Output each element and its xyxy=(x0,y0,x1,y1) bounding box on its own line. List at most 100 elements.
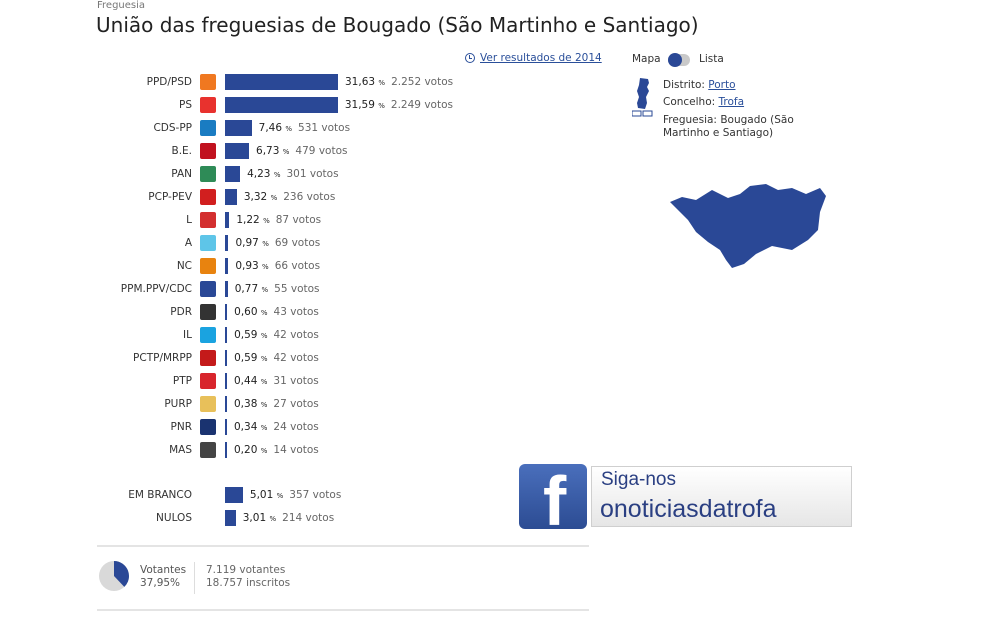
result-label: 0,20 % 14 votos xyxy=(234,443,319,458)
turnout-counts: 7.119 votantes 18.757 inscritos xyxy=(206,564,290,590)
result-bar[interactable] xyxy=(225,258,229,274)
result-bar[interactable] xyxy=(225,212,230,228)
percent-value: 0,59 xyxy=(234,352,258,364)
result-bar[interactable] xyxy=(225,487,243,503)
party-name: B.E. xyxy=(171,145,192,157)
registered-count: 18.757 inscritos xyxy=(206,577,291,589)
party-name: NULOS xyxy=(156,512,192,524)
percent-value: 0,97 xyxy=(235,237,259,249)
result-bar[interactable] xyxy=(225,419,227,435)
result-label: 0,38 % 27 votos xyxy=(234,397,319,412)
party-name: PS xyxy=(179,99,192,111)
votes-value: 531 xyxy=(298,122,319,134)
be-star-icon xyxy=(200,143,216,159)
percent-unit: % xyxy=(260,355,268,363)
parish-map[interactable] xyxy=(668,184,828,270)
ppm-ppv-icon xyxy=(200,281,216,297)
purp-icon xyxy=(200,396,216,412)
facebook-banner[interactable]: f Siga-nos onoticiasdatrofa xyxy=(519,464,852,536)
party-name: L xyxy=(186,214,192,226)
il-icon xyxy=(200,327,216,343)
result-label: 3,32 % 236 votos xyxy=(244,190,335,205)
result-bar[interactable] xyxy=(225,396,227,412)
party-name: MAS xyxy=(169,444,192,456)
party-name: IL xyxy=(183,329,192,341)
divider-bottom xyxy=(97,609,589,611)
turnout-summary: Votantes 37,95% xyxy=(140,564,186,590)
results-2014-link-wrap[interactable]: Ver resultados de 2014 xyxy=(465,52,602,64)
pcp-hammer-sickle-icon xyxy=(200,189,216,205)
breadcrumb: Freguesia xyxy=(97,0,146,11)
freguesia-value: Bougado (São Martinho e Santiago) xyxy=(663,114,794,139)
votes-value: 2.252 xyxy=(391,76,422,88)
percent-value: 3,32 xyxy=(243,191,268,203)
votes-value: 357 xyxy=(289,489,310,501)
result-bar[interactable] xyxy=(225,235,229,251)
percent-unit: % xyxy=(260,424,268,432)
result-bar[interactable] xyxy=(225,442,227,458)
concelho-link[interactable]: Trofa xyxy=(718,96,745,108)
votes-unit: votos xyxy=(309,168,339,180)
results-2014-link[interactable]: Ver resultados de 2014 xyxy=(480,52,602,64)
result-bar[interactable] xyxy=(225,120,252,136)
percent-unit: % xyxy=(378,79,386,87)
votes-value: 42 xyxy=(273,329,287,341)
result-label: 0,93 % 66 votos xyxy=(235,259,320,274)
percent-value: 31,63 xyxy=(345,76,376,88)
voters-count: 7.119 votantes xyxy=(206,564,286,576)
result-bar[interactable] xyxy=(225,189,237,205)
votes-unit: votos xyxy=(290,444,319,456)
result-bar[interactable] xyxy=(225,97,338,113)
party-name: EM BRANCO xyxy=(128,489,192,501)
info-distrito: Distrito: Porto xyxy=(663,79,736,91)
percent-value: 0,44 xyxy=(234,375,258,387)
result-bar[interactable] xyxy=(225,281,228,297)
result-bar[interactable] xyxy=(225,143,250,159)
ptp-swirl-icon xyxy=(200,373,216,389)
percent-value: 0,60 xyxy=(234,306,258,318)
facebook-line1: Siga-nos xyxy=(601,469,676,490)
map-list-toggle[interactable]: Mapa Lista xyxy=(632,53,724,67)
result-bar[interactable] xyxy=(225,327,228,343)
percent-unit: % xyxy=(262,263,269,271)
votes-unit: votos xyxy=(318,145,348,157)
result-label: 6,73 % 479 votos xyxy=(256,144,347,159)
result-label: 31,59 % 2.249 votos xyxy=(345,98,453,113)
votes-value: 31 xyxy=(273,375,287,387)
percent-value: 6,73 xyxy=(256,145,280,157)
result-bar[interactable] xyxy=(225,74,338,90)
votes-value: 24 xyxy=(273,421,287,433)
result-label: 0,59 % 42 votos xyxy=(234,328,319,343)
votes-value: 43 xyxy=(273,306,287,318)
votes-value: 479 xyxy=(295,145,316,157)
result-bar[interactable] xyxy=(225,350,228,366)
toggle-label-mapa: Mapa xyxy=(632,53,661,65)
party-name: PCP-PEV xyxy=(148,191,192,203)
result-bar[interactable] xyxy=(225,304,228,320)
votes-value: 87 xyxy=(275,214,290,226)
votes-unit: votos xyxy=(424,99,453,111)
distrito-link[interactable]: Porto xyxy=(708,79,736,91)
party-name: A xyxy=(184,237,192,249)
result-bar[interactable] xyxy=(225,510,236,526)
votes-unit: votos xyxy=(291,237,321,249)
toggle-switch[interactable] xyxy=(668,53,690,67)
votes-unit: votos xyxy=(290,421,319,433)
percent-value: 7,46 xyxy=(258,122,283,134)
party-name: PNR xyxy=(170,421,192,433)
percent-value: 4,23 xyxy=(247,168,271,180)
nc-icon xyxy=(200,258,216,274)
percent-value: 0,20 xyxy=(234,444,258,456)
mas-icon xyxy=(200,442,216,458)
facebook-line2: onoticiasdatrofa xyxy=(600,495,777,523)
pan-tree-icon xyxy=(200,166,216,182)
votes-value: 301 xyxy=(286,168,307,180)
result-bar[interactable] xyxy=(225,166,241,182)
percent-unit: % xyxy=(260,401,268,409)
result-label: 0,44 % 31 votos xyxy=(234,374,319,389)
votes-unit: votos xyxy=(290,398,319,410)
percent-unit: % xyxy=(260,447,268,455)
votes-value: 69 xyxy=(274,237,289,249)
party-name: PAN xyxy=(171,168,192,180)
result-bar[interactable] xyxy=(225,373,227,389)
